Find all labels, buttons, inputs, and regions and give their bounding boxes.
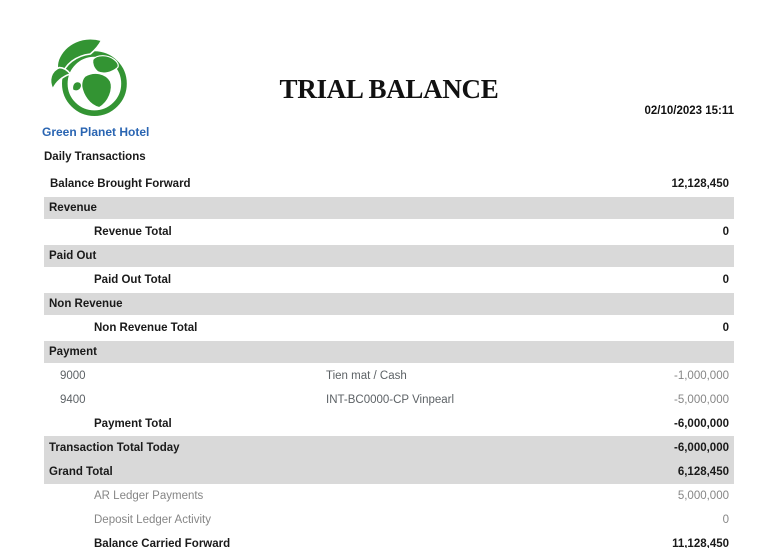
row-label: Non Revenue [49, 298, 123, 310]
report-title: TRIAL BALANCE [279, 74, 499, 104]
row-value: -1,000,000 [674, 370, 729, 382]
row-balance-brought-forward: Balance Brought Forward 12,128,450 [44, 172, 734, 196]
earth-leaf-logo-icon [49, 37, 127, 116]
row-code: 9000 [60, 370, 86, 382]
row-non-revenue-total: Non Revenue Total 0 [44, 316, 734, 340]
row-label: Payment Total [94, 418, 172, 430]
row-grand-total: Grand Total 6,128,450 [44, 460, 734, 484]
row-description: Tien mat / Cash [326, 370, 407, 382]
row-paid-out: Paid Out [44, 244, 734, 268]
row-value: -6,000,000 [674, 442, 729, 454]
row-value: 0 [722, 226, 729, 238]
row-value: 0 [722, 514, 729, 526]
row-deposit-ledger-activity: Deposit Ledger Activity 0 [44, 508, 734, 532]
report-datetime: 02/10/2023 15:11 [644, 105, 734, 117]
row-ar-ledger-payments: AR Ledger Payments 5,000,000 [44, 484, 734, 508]
trial-balance-table: Balance Brought Forward 12,128,450 Revenue… [44, 172, 734, 548]
row-label: Revenue Total [94, 226, 172, 238]
row-value: 6,128,450 [677, 466, 729, 478]
row-value: 11,128,450 [672, 538, 729, 548]
row-label: Balance Carried Forward [94, 538, 231, 548]
row-value: 0 [722, 274, 729, 286]
row-revenue: Revenue [44, 196, 734, 220]
row-label: Deposit Ledger Activity [94, 514, 211, 526]
row-label: Non Revenue Total [94, 322, 198, 334]
row-label: Transaction Total Today [49, 442, 180, 454]
row-non-revenue: Non Revenue [44, 292, 734, 316]
row-label: Grand Total [49, 466, 113, 478]
row-balance-carried-forward: Balance Carried Forward 11,128,450 [44, 532, 734, 548]
row-label: Payment [49, 346, 97, 358]
row-value: 5,000,000 [677, 490, 729, 502]
hotel-logo: Green Planet Hotel [42, 34, 150, 139]
row-label: Paid Out [49, 250, 97, 262]
row-label: Balance Brought Forward [50, 178, 191, 190]
section-daily-transactions: Daily Transactions [44, 151, 146, 163]
row-value: 12,128,450 [671, 178, 729, 190]
row-code: 9400 [60, 394, 86, 406]
row-value: -5,000,000 [674, 394, 729, 406]
hotel-name: Green Planet Hotel [42, 125, 150, 139]
row-label: Paid Out Total [94, 274, 172, 286]
row-description: INT-BC0000-CP Vinpearl [326, 394, 455, 406]
row-9000: 9000 Tien mat / Cash -1,000,000 [44, 364, 734, 388]
row-label: AR Ledger Payments [94, 490, 204, 502]
row-payment: Payment [44, 340, 734, 364]
row-transaction-total-today: Transaction Total Today -6,000,000 [44, 436, 734, 460]
row-payment-total: Payment Total -6,000,000 [44, 412, 734, 436]
row-9400: 9400 INT-BC0000-CP Vinpearl -5,000,000 [44, 388, 734, 412]
row-label: Revenue [49, 202, 97, 214]
row-paid-out-total: Paid Out Total 0 [44, 268, 734, 292]
row-revenue-total: Revenue Total 0 [44, 220, 734, 244]
row-value: -6,000,000 [674, 418, 729, 430]
row-value: 0 [722, 322, 729, 334]
